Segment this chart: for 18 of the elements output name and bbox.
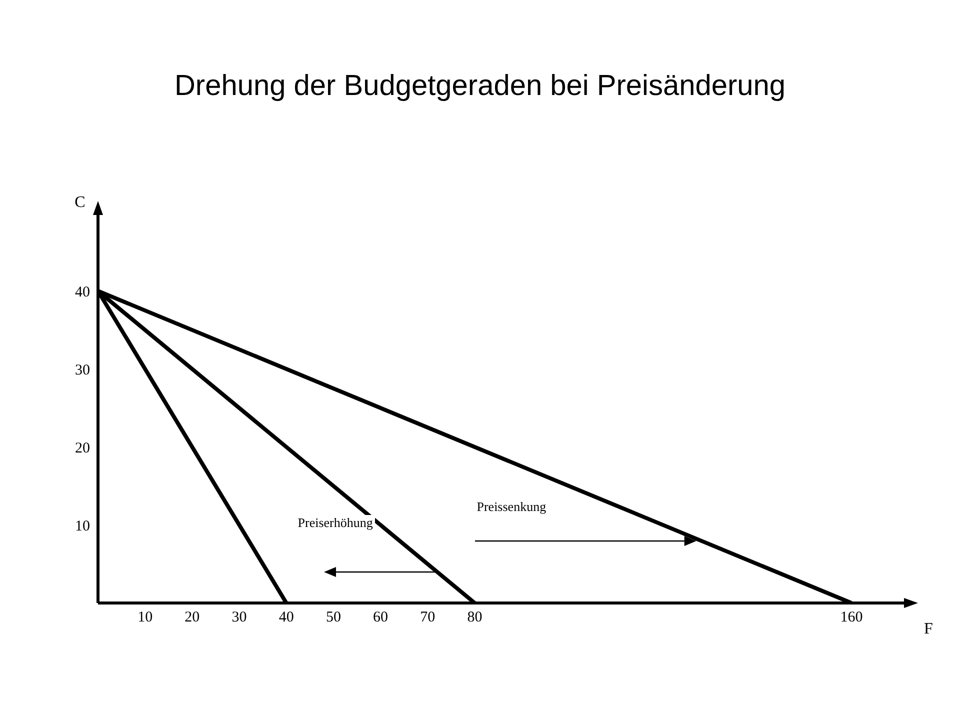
x-tick-label: 50 bbox=[326, 610, 341, 626]
x-tick-label: 20 bbox=[184, 610, 200, 626]
x-tick-label: 80 bbox=[467, 610, 482, 626]
x-axis-title: F bbox=[924, 620, 933, 638]
chart-title: Drehung der Budgetgeraden bei Preisänderung bbox=[173, 70, 787, 103]
x-tick-label: 60 bbox=[373, 610, 388, 626]
y-tick-label: 10 bbox=[75, 518, 90, 534]
annotation: Preiserhöhung bbox=[296, 515, 375, 531]
y-axis-title: C bbox=[74, 194, 86, 211]
x-tick-label: 40 bbox=[278, 610, 294, 626]
y-tick-label: 20 bbox=[75, 440, 90, 456]
x-tick-label: 160 bbox=[840, 610, 863, 626]
y-tick-label: 40 bbox=[75, 284, 90, 300]
annotation: Preissenkung bbox=[474, 499, 548, 516]
x-tick-label: 70 bbox=[420, 610, 436, 626]
x-tick-label: 10 bbox=[138, 610, 153, 626]
y-tick-label: 30 bbox=[75, 362, 90, 378]
x-tick-label: 30 bbox=[232, 610, 247, 626]
